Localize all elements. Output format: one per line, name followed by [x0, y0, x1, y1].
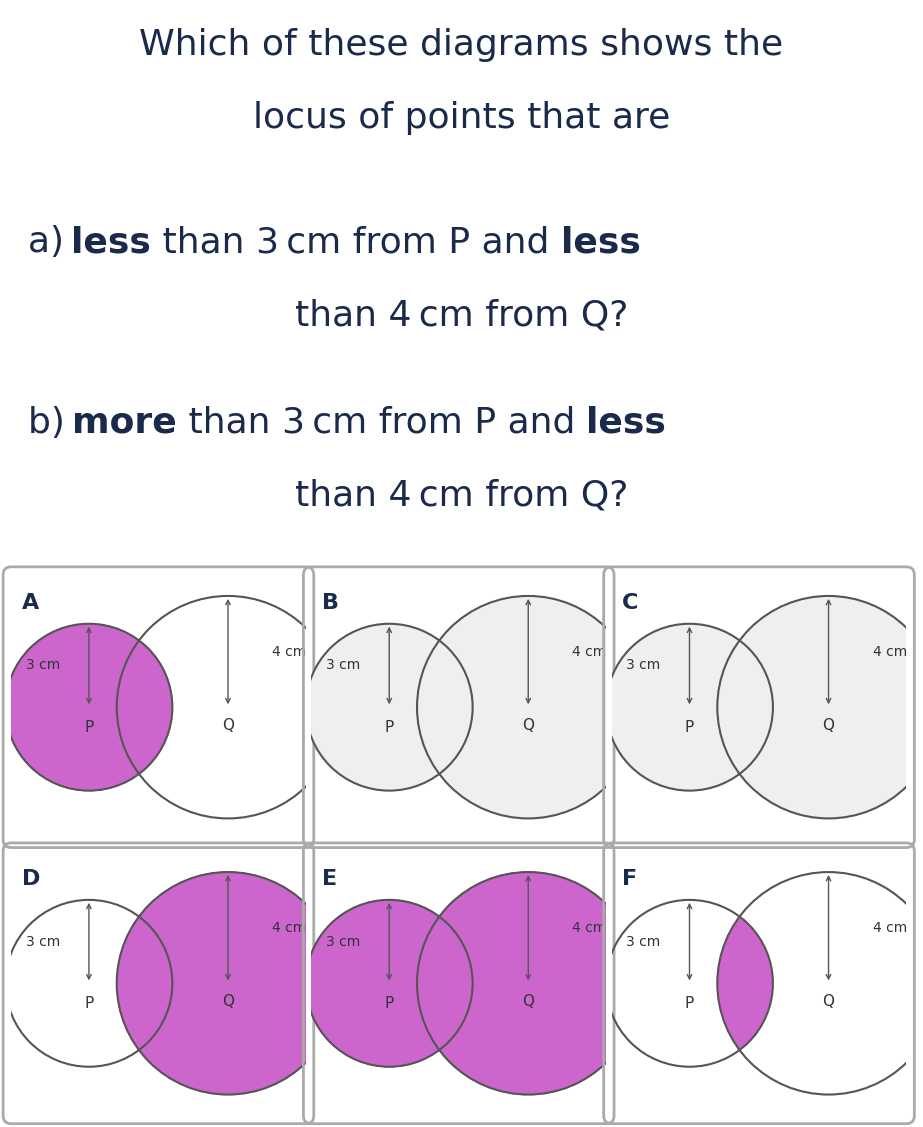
Text: 3 cm: 3 cm	[26, 658, 60, 673]
Text: E: E	[322, 869, 337, 889]
Text: locus of points that are: locus of points that are	[253, 101, 670, 135]
Text: 4 cm: 4 cm	[872, 921, 906, 934]
Text: Q: Q	[522, 718, 534, 734]
Text: P: P	[685, 996, 694, 1011]
Circle shape	[717, 596, 923, 818]
Text: 3 cm: 3 cm	[627, 934, 661, 949]
Text: b): b)	[28, 406, 72, 440]
Text: less: less	[71, 225, 150, 259]
Text: Q: Q	[822, 718, 834, 734]
Circle shape	[306, 899, 473, 1067]
Text: P: P	[84, 996, 93, 1011]
Text: Q: Q	[222, 994, 234, 1010]
Text: 3 cm: 3 cm	[326, 658, 361, 673]
Text: a): a)	[28, 225, 71, 259]
Circle shape	[417, 872, 640, 1094]
Circle shape	[116, 872, 340, 1094]
Text: 4 cm: 4 cm	[572, 645, 606, 658]
Text: less: less	[560, 225, 641, 259]
Text: than 3 cm from P and: than 3 cm from P and	[150, 225, 560, 259]
Circle shape	[606, 623, 773, 791]
Text: 4 cm: 4 cm	[272, 645, 306, 658]
Text: C: C	[622, 593, 639, 613]
Text: less: less	[586, 406, 666, 440]
Text: 4 cm: 4 cm	[572, 921, 606, 934]
Text: 3 cm: 3 cm	[26, 934, 60, 949]
Text: P: P	[385, 720, 394, 735]
Text: P: P	[385, 996, 394, 1011]
Circle shape	[306, 623, 473, 791]
Text: than 4 cm from Q?: than 4 cm from Q?	[294, 479, 629, 513]
Text: 3 cm: 3 cm	[326, 934, 361, 949]
Text: Q: Q	[222, 718, 234, 734]
Circle shape	[417, 596, 640, 818]
Text: F: F	[622, 869, 638, 889]
Text: more: more	[72, 406, 176, 440]
Circle shape	[6, 623, 173, 791]
Text: 4 cm: 4 cm	[272, 921, 306, 934]
Text: 3 cm: 3 cm	[627, 658, 661, 673]
Text: Q: Q	[522, 994, 534, 1010]
Text: P: P	[84, 720, 93, 735]
Text: Q: Q	[822, 994, 834, 1010]
Text: than 4 cm from Q?: than 4 cm from Q?	[294, 299, 629, 332]
Text: 4 cm: 4 cm	[872, 645, 906, 658]
Text: P: P	[685, 720, 694, 735]
Text: B: B	[322, 593, 339, 613]
Text: than 3 cm from P and: than 3 cm from P and	[176, 406, 586, 440]
Text: A: A	[21, 593, 39, 613]
Text: Which of these diagrams shows the: Which of these diagrams shows the	[139, 28, 784, 62]
Text: D: D	[21, 869, 40, 889]
